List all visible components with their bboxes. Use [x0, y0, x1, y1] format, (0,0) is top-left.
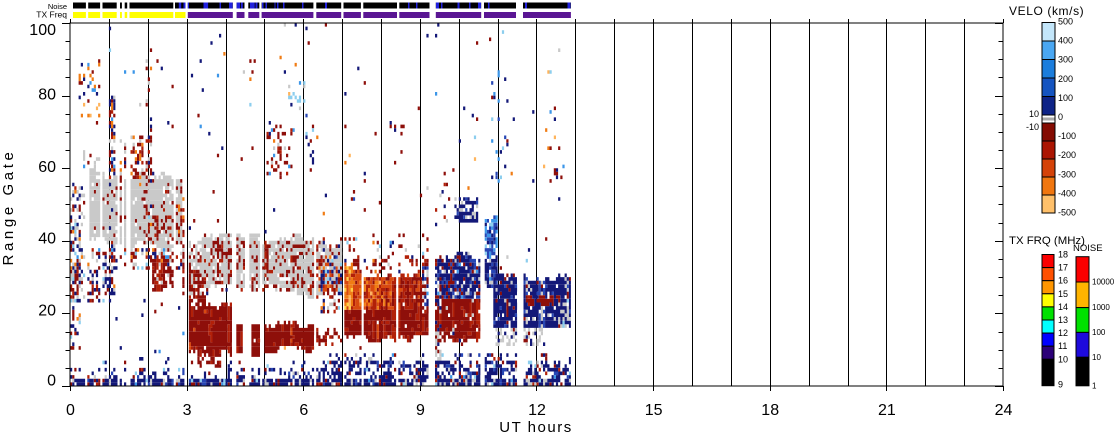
svg-text:100: 100	[1058, 93, 1073, 103]
svg-text:16: 16	[1058, 276, 1068, 286]
svg-text:13: 13	[1058, 315, 1068, 325]
svg-text:18: 18	[761, 402, 779, 419]
svg-text:10: 10	[1029, 109, 1039, 119]
svg-text:60: 60	[38, 159, 56, 176]
svg-text:17: 17	[1058, 263, 1068, 273]
svg-text:TX Freq: TX Freq	[36, 10, 67, 20]
svg-text:-400: -400	[1058, 188, 1076, 198]
svg-text:400: 400	[1058, 36, 1073, 46]
svg-text:0: 0	[47, 372, 56, 389]
svg-text:40: 40	[38, 231, 56, 248]
svg-text:24: 24	[995, 402, 1013, 419]
svg-text:100: 100	[29, 22, 56, 39]
svg-text:VELO (km/s): VELO (km/s)	[1009, 4, 1084, 18]
svg-text:Range Gate: Range Gate	[0, 149, 17, 266]
svg-text:0: 0	[66, 402, 75, 419]
svg-text:-300: -300	[1058, 169, 1076, 179]
svg-text:-200: -200	[1058, 150, 1076, 160]
svg-text:15: 15	[645, 402, 663, 419]
svg-text:0: 0	[1058, 112, 1063, 122]
svg-text:3: 3	[183, 402, 192, 419]
svg-text:UT hours: UT hours	[499, 419, 572, 435]
svg-text:10: 10	[1058, 354, 1068, 364]
svg-text:15: 15	[1058, 289, 1068, 299]
svg-text:1000: 1000	[1092, 303, 1110, 312]
svg-text:6: 6	[299, 402, 308, 419]
svg-text:200: 200	[1058, 74, 1073, 84]
svg-text:TX FRQ (MHz): TX FRQ (MHz)	[1009, 235, 1085, 247]
svg-text:18: 18	[1058, 250, 1068, 260]
svg-text:-500: -500	[1058, 208, 1076, 218]
svg-text:80: 80	[38, 87, 56, 104]
svg-text:12: 12	[1058, 328, 1068, 338]
svg-text:20: 20	[38, 303, 56, 320]
svg-text:12: 12	[528, 402, 546, 419]
svg-text:9: 9	[1058, 380, 1063, 390]
svg-text:21: 21	[878, 402, 896, 419]
svg-text:100: 100	[1092, 328, 1106, 337]
svg-text:14: 14	[1058, 302, 1068, 312]
svg-text:10000: 10000	[1092, 278, 1115, 287]
svg-text:11: 11	[1058, 341, 1067, 351]
svg-text:1: 1	[1092, 381, 1097, 390]
svg-text:500: 500	[1058, 17, 1073, 27]
svg-text:10: 10	[1092, 353, 1101, 362]
svg-text:300: 300	[1058, 55, 1073, 65]
svg-text:-10: -10	[1026, 122, 1039, 132]
svg-text:Noise: Noise	[48, 2, 67, 11]
svg-text:NOISE: NOISE	[1073, 243, 1103, 254]
svg-text:9: 9	[416, 402, 425, 419]
svg-text:-100: -100	[1058, 131, 1076, 141]
